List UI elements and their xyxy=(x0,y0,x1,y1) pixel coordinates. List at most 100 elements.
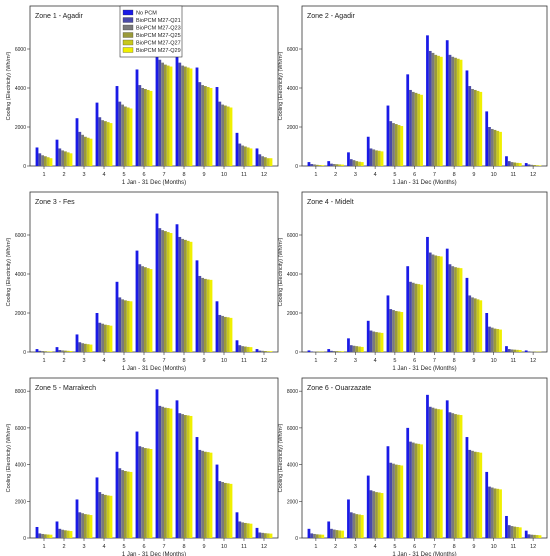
bar xyxy=(55,521,59,538)
bar xyxy=(238,521,242,538)
x-tick-label: 8 xyxy=(182,358,185,364)
y-axis-label: Cooling (Electricity) (Wh/m²) xyxy=(6,423,12,492)
bar xyxy=(518,527,522,538)
legend-swatch xyxy=(122,17,134,23)
bar xyxy=(459,415,463,538)
bar xyxy=(313,164,316,166)
bar xyxy=(118,297,122,352)
bar xyxy=(420,94,423,166)
bar xyxy=(44,156,47,166)
bar xyxy=(255,527,259,538)
bar xyxy=(266,351,270,352)
bar xyxy=(195,260,199,352)
bar xyxy=(66,530,70,538)
bar xyxy=(89,344,93,352)
chart-title: Zone 3 - Fes xyxy=(35,199,75,206)
y-tick-label: 4000 xyxy=(287,272,298,278)
bar xyxy=(229,317,233,352)
bar xyxy=(527,351,531,352)
bar xyxy=(121,104,124,166)
bar xyxy=(392,123,395,166)
bar xyxy=(124,300,127,352)
bar xyxy=(327,349,331,352)
bar xyxy=(98,117,102,166)
y-tick-label: 6000 xyxy=(287,233,298,239)
bar xyxy=(161,230,164,352)
y-tick-label: 6000 xyxy=(15,426,26,432)
x-tick-label: 12 xyxy=(530,172,536,178)
bar xyxy=(95,477,99,538)
bar xyxy=(377,492,381,538)
x-tick-label: 11 xyxy=(511,172,517,178)
bar xyxy=(226,483,230,538)
plot-frame xyxy=(29,377,279,539)
bar xyxy=(209,452,213,538)
x-tick-label: 5 xyxy=(122,544,125,550)
bar xyxy=(358,514,361,538)
bar xyxy=(369,490,373,538)
x-axis-label: 1 Jan - 31 Dec (Months) xyxy=(392,180,456,186)
bar xyxy=(35,526,39,538)
bar xyxy=(499,131,502,166)
bar xyxy=(144,448,147,538)
bar xyxy=(465,277,469,352)
x-tick-label: 12 xyxy=(261,358,267,364)
x-tick-label: 4 xyxy=(374,358,377,364)
bar xyxy=(204,451,207,538)
bar xyxy=(86,514,90,538)
bar xyxy=(178,62,182,166)
bar xyxy=(235,132,239,166)
bar xyxy=(459,268,463,352)
bar xyxy=(98,322,102,352)
bar xyxy=(49,351,53,352)
bar xyxy=(258,532,262,538)
bar xyxy=(411,91,415,166)
y-tick-label: 2000 xyxy=(287,125,298,131)
x-tick-label: 7 xyxy=(433,172,436,178)
y-tick-label: 4000 xyxy=(287,463,298,469)
bar xyxy=(524,530,528,538)
bar xyxy=(454,267,457,352)
x-tick-label: 2 xyxy=(334,358,337,364)
bar xyxy=(524,350,528,352)
bar xyxy=(454,57,457,166)
x-tick-label: 11 xyxy=(241,544,247,550)
bar xyxy=(394,464,398,538)
bar xyxy=(330,350,333,352)
x-tick-label: 10 xyxy=(491,544,497,550)
bar xyxy=(392,310,395,352)
bar xyxy=(206,87,210,166)
bar xyxy=(49,158,53,166)
bar xyxy=(129,471,133,538)
bar xyxy=(155,213,159,352)
bar xyxy=(209,279,213,352)
legend-label: BioPCM M27-Q23 xyxy=(136,26,181,32)
bar xyxy=(321,165,325,166)
bar xyxy=(195,437,199,538)
x-tick-label: 2 xyxy=(334,172,337,178)
bar xyxy=(315,164,319,166)
bar xyxy=(409,281,412,352)
bar xyxy=(249,148,253,166)
plot-frame xyxy=(301,191,548,353)
bar xyxy=(135,250,139,352)
bar xyxy=(66,152,70,166)
bar xyxy=(417,284,421,352)
bar xyxy=(38,350,42,352)
bar xyxy=(215,301,219,352)
bar xyxy=(420,444,423,538)
bar xyxy=(535,535,539,538)
bar xyxy=(439,256,443,352)
x-tick-label: 10 xyxy=(221,172,227,178)
bar xyxy=(488,486,491,538)
bar xyxy=(101,493,104,538)
bar xyxy=(386,446,390,538)
bar xyxy=(437,55,440,167)
bar xyxy=(46,157,50,166)
bar xyxy=(64,530,67,538)
bar xyxy=(226,317,230,352)
bar xyxy=(118,468,122,538)
bar xyxy=(106,122,110,166)
bar xyxy=(454,414,457,538)
y-tick-label: 4000 xyxy=(287,86,298,92)
